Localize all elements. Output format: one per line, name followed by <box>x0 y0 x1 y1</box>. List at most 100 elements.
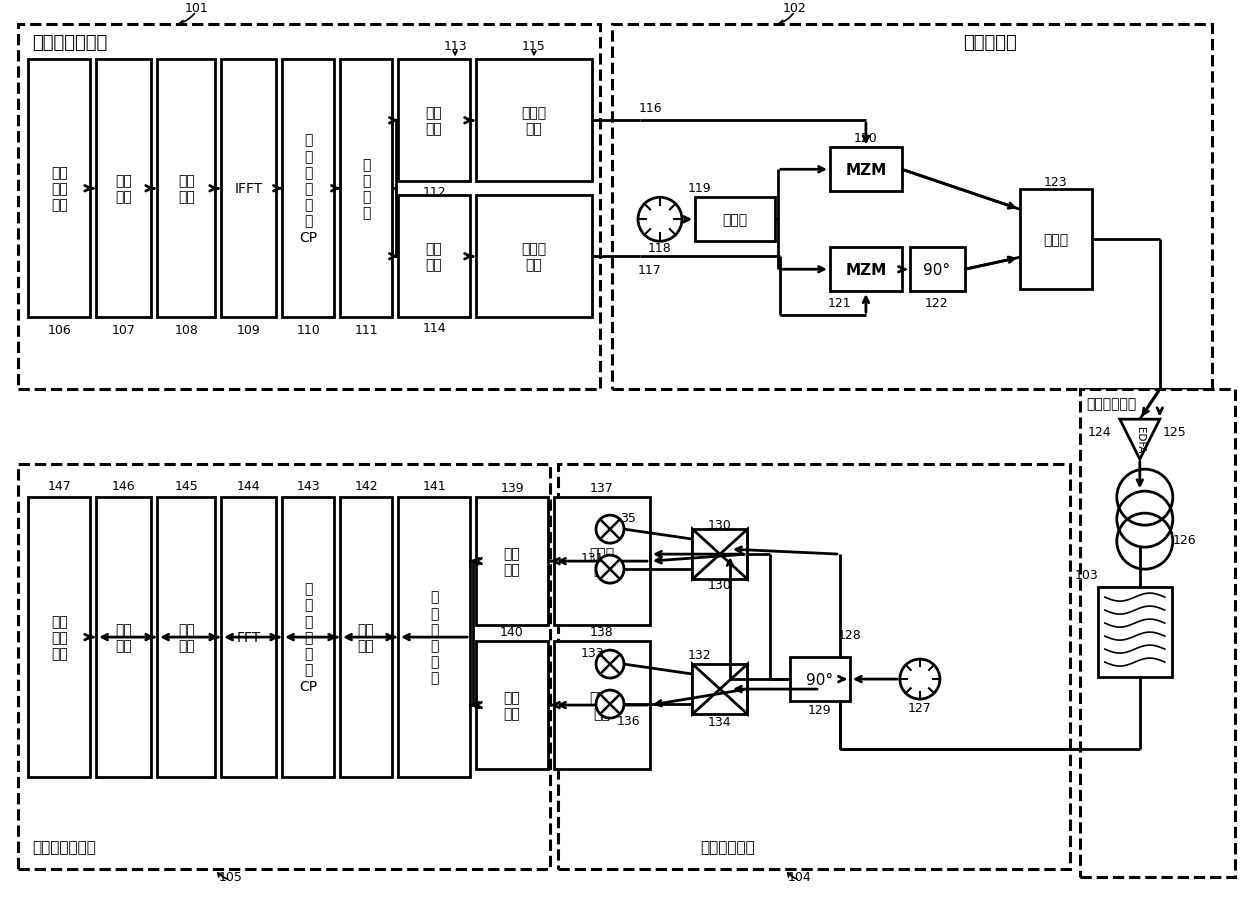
Text: 串并
转换: 串并 转换 <box>115 174 133 204</box>
Text: 104: 104 <box>789 870 812 882</box>
Bar <box>19 25 600 390</box>
Bar <box>692 529 748 579</box>
Text: 146: 146 <box>112 479 135 492</box>
Text: 102: 102 <box>782 2 807 14</box>
Bar <box>1080 390 1235 877</box>
Bar <box>221 60 277 318</box>
Bar <box>554 641 650 769</box>
Bar <box>398 60 470 182</box>
Bar <box>157 498 216 778</box>
Text: 串并
转换: 串并 转换 <box>357 622 374 652</box>
Text: 120: 120 <box>854 132 878 144</box>
Text: 低通滤
波器: 低通滤 波器 <box>522 106 547 136</box>
Text: 光纤传输模块: 光纤传输模块 <box>1086 397 1136 410</box>
Text: 145: 145 <box>175 479 198 492</box>
Text: MZM: MZM <box>846 162 887 178</box>
Text: 系统接收端模块: 系统接收端模块 <box>32 840 95 854</box>
Text: 模数
转换: 模数 转换 <box>503 690 521 721</box>
Text: 124: 124 <box>1087 425 1111 438</box>
Bar <box>830 248 901 292</box>
Text: 128: 128 <box>838 628 862 641</box>
Bar <box>692 665 748 714</box>
Bar <box>398 498 470 778</box>
Text: 模数
转换: 模数 转换 <box>503 547 521 576</box>
Bar <box>790 658 849 701</box>
Text: 136: 136 <box>616 713 640 727</box>
Text: 数
字
信
号
处
理: 数 字 信 号 处 理 <box>430 590 438 685</box>
Bar <box>97 60 151 318</box>
Text: 并串
转换: 并串 转换 <box>115 622 133 652</box>
Text: 138: 138 <box>590 625 614 638</box>
Text: 101: 101 <box>185 2 208 14</box>
Bar <box>221 498 277 778</box>
Text: 103: 103 <box>1075 568 1099 581</box>
Text: 去
除
循
环
前
缀
CP: 去 除 循 环 前 缀 CP <box>299 582 317 693</box>
Text: 低通滤
波器: 低通滤 波器 <box>589 690 615 721</box>
Text: 90°: 90° <box>924 262 950 278</box>
Text: 数字
调制: 数字 调制 <box>177 174 195 204</box>
Text: 数模
转换: 数模 转换 <box>425 242 443 272</box>
Text: 132: 132 <box>688 648 712 661</box>
Bar <box>554 498 650 625</box>
Circle shape <box>596 650 624 678</box>
Text: 117: 117 <box>639 263 662 276</box>
Bar <box>340 498 392 778</box>
Polygon shape <box>720 529 748 579</box>
Circle shape <box>900 659 940 699</box>
Text: 143: 143 <box>296 479 320 492</box>
Text: 添
加
循
环
前
缀
CP: 添 加 循 环 前 缀 CP <box>299 133 317 244</box>
Circle shape <box>596 516 624 544</box>
Text: FFT: FFT <box>237 630 260 644</box>
Bar <box>910 248 965 292</box>
Text: 127: 127 <box>908 701 931 713</box>
Text: 109: 109 <box>237 323 260 336</box>
Bar <box>1097 587 1172 677</box>
Text: 129: 129 <box>808 703 832 716</box>
Bar <box>613 25 1211 390</box>
Text: 光电检测模块: 光电检测模块 <box>699 840 755 854</box>
Text: 数模
转换: 数模 转换 <box>425 106 443 136</box>
Text: 140: 140 <box>500 625 525 638</box>
Bar <box>558 465 1070 869</box>
Text: 142: 142 <box>355 479 378 492</box>
Bar <box>694 198 775 242</box>
Bar <box>97 498 151 778</box>
Text: 125: 125 <box>1163 425 1187 438</box>
Bar <box>157 60 216 318</box>
Text: 合束器: 合束器 <box>1043 233 1069 247</box>
Text: 147: 147 <box>47 479 71 492</box>
Bar <box>283 498 334 778</box>
Bar <box>1019 190 1092 290</box>
Text: 123: 123 <box>1044 176 1068 189</box>
Text: EDFA: EDFA <box>1135 427 1145 453</box>
Text: 串行
数据
输入: 串行 数据 输入 <box>51 166 68 212</box>
Text: 118: 118 <box>649 242 672 254</box>
Bar <box>476 498 548 625</box>
Bar <box>340 60 392 318</box>
Text: 141: 141 <box>423 479 446 492</box>
Text: 126: 126 <box>1173 533 1197 546</box>
Bar <box>29 498 91 778</box>
Bar <box>398 196 470 318</box>
Text: 130: 130 <box>708 518 732 531</box>
Text: 121: 121 <box>828 297 852 309</box>
Text: 分束器: 分束器 <box>723 213 748 227</box>
Text: 119: 119 <box>688 181 712 195</box>
Text: 90°: 90° <box>806 672 833 686</box>
Circle shape <box>639 198 682 242</box>
Bar <box>29 60 91 318</box>
Bar <box>476 60 591 182</box>
Polygon shape <box>692 529 720 579</box>
Text: 113: 113 <box>443 40 467 52</box>
Circle shape <box>596 556 624 584</box>
Text: 134: 134 <box>708 714 732 728</box>
Bar <box>19 465 551 869</box>
Text: 131: 131 <box>580 551 604 564</box>
Text: 122: 122 <box>925 297 949 309</box>
Polygon shape <box>720 665 748 714</box>
Text: 108: 108 <box>175 323 198 336</box>
Circle shape <box>596 690 624 718</box>
Text: 112: 112 <box>423 186 446 198</box>
Text: IFFT: IFFT <box>234 182 263 196</box>
Text: 114: 114 <box>423 321 446 335</box>
